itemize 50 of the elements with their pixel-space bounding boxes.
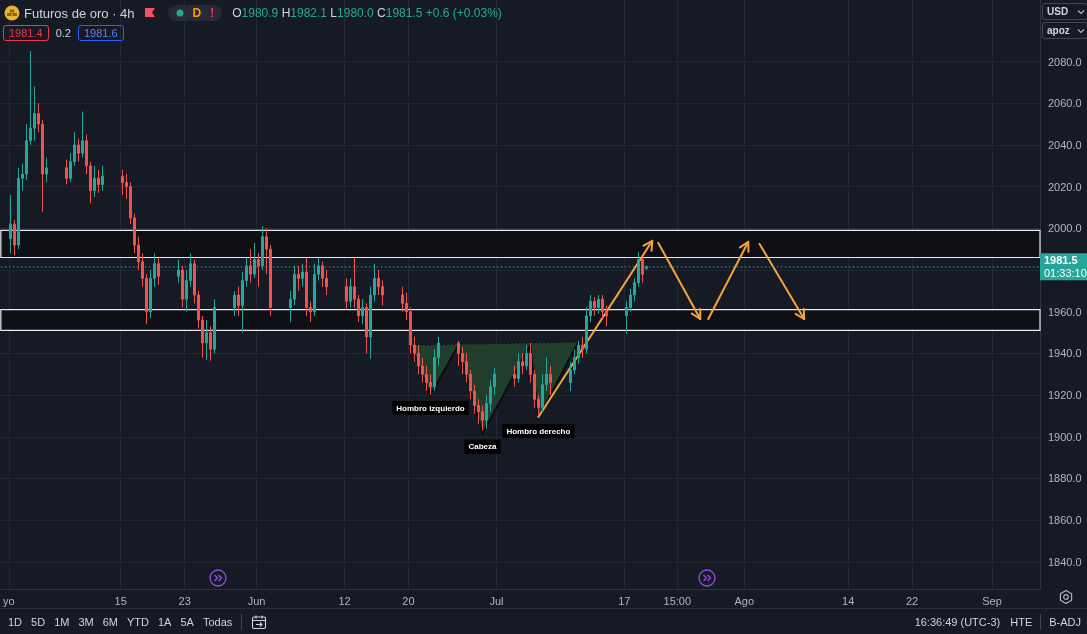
y-tick-label: 2040.0 <box>1048 138 1082 151</box>
y-tick-label: 1940.0 <box>1048 347 1082 360</box>
annotation: ! <box>210 6 215 20</box>
text: HTE <box>1010 615 1033 628</box>
text: B-ADJ <box>1049 615 1081 628</box>
y-tick-label: 1860.0 <box>1048 514 1082 527</box>
chart-title: Futuros de oro · 4h <box>24 5 135 21</box>
y-tick-label: 1920.0 <box>1048 389 1082 402</box>
text: 3M <box>78 615 94 628</box>
y-tick-label: 2000.0 <box>1048 222 1082 235</box>
ref-line-label: 1981.5 01:33:10 <box>1044 253 1087 279</box>
x-tick-label: 15:00 <box>663 594 692 607</box>
y-tick-label: 1880.0 <box>1048 472 1082 485</box>
text: Todas <box>202 615 233 628</box>
x-tick-label: yo <box>3 594 15 607</box>
x-tick-label: 14 <box>842 594 855 607</box>
text: 16:36:49 (UTC-3) <box>914 615 1001 628</box>
x-tick-label: 23 <box>178 594 191 607</box>
x-tick-label: Jul <box>489 594 504 607</box>
y-tick-label: 1900.0 <box>1048 430 1082 443</box>
y-tick-label: 2020.0 <box>1048 180 1082 193</box>
text: 1M <box>54 615 70 628</box>
x-tick-label: 22 <box>905 594 919 607</box>
x-tick-label: Jun <box>247 594 266 607</box>
x-tick-label: 12 <box>338 594 351 607</box>
annotation: Hombro izquierdo <box>396 403 465 413</box>
text: apoz <box>1047 25 1070 36</box>
annotation: 1981.6 <box>77 25 124 41</box>
x-tick-label: 17 <box>618 594 631 607</box>
text: 5D <box>31 615 46 628</box>
annotation: D <box>192 6 202 20</box>
y-tick-label: 2060.0 <box>1048 97 1082 110</box>
text: 5A <box>180 615 194 628</box>
text: 1A <box>157 615 172 628</box>
y-tick-label: 1960.0 <box>1048 305 1082 318</box>
text: USD <box>1047 6 1069 17</box>
x-tick-label: 15 <box>114 594 127 607</box>
y-tick-label: 2080.0 <box>1048 55 1082 68</box>
annotation: 1981.4 <box>3 25 49 41</box>
x-tick-label: 20 <box>402 594 415 607</box>
annotation: 0.2 <box>55 27 71 39</box>
text: YTD <box>126 615 149 628</box>
x-tick-label: Sep <box>982 594 1002 607</box>
y-tick-label: 1840.0 <box>1048 555 1082 568</box>
annotation: Cabeza <box>468 442 497 452</box>
text: O1980.9 H1982.1 L1980.0 C1981.5 +0.6 (+0.03%) <box>232 6 502 20</box>
annotation: Hombro derecho <box>506 426 571 436</box>
text: 6M <box>102 615 118 628</box>
x-tick-label: Ago <box>734 594 755 607</box>
text: 1D <box>8 615 23 628</box>
